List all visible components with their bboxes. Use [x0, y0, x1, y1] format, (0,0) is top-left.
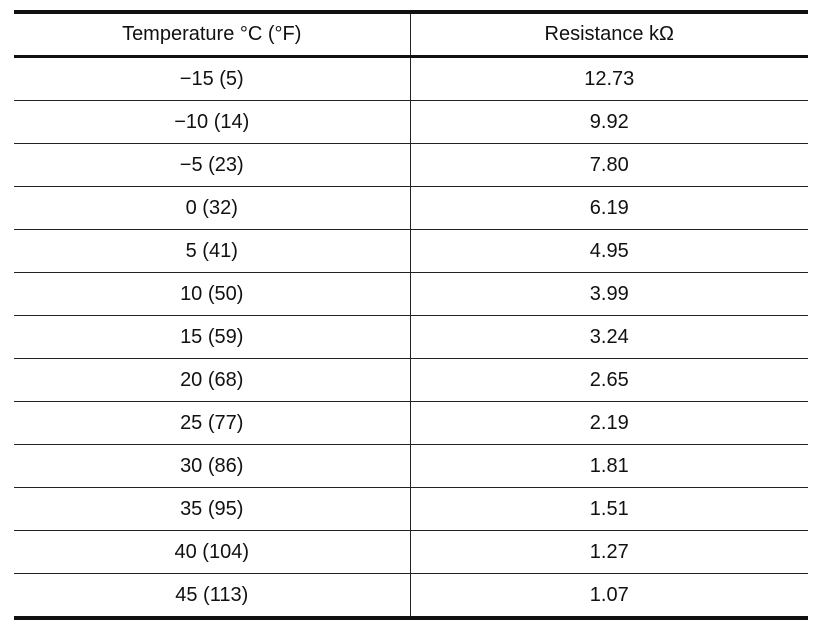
temperature-cell: −5 (23): [14, 143, 411, 187]
header-resistance: Resistance kΩ: [544, 23, 674, 45]
temperature-cell: 20 (68): [14, 358, 411, 402]
temperature-cell: −10 (14): [14, 100, 411, 144]
resistance-cell: 7.80: [589, 153, 629, 176]
temperature-cell: 10 (50): [14, 272, 411, 316]
resistance-cell: 6.19: [589, 196, 629, 219]
table-row: 25 (77) 2.19: [14, 401, 808, 445]
table-row: 40 (104) 1.27: [14, 530, 808, 574]
temperature-cell: 40 (104): [14, 530, 411, 574]
resistance-cell: 12.73: [584, 67, 635, 90]
resistance-cell: 4.95: [589, 239, 629, 262]
temperature-cell: 45 (113): [14, 573, 411, 618]
table-row: 35 (95) 1.51: [14, 487, 808, 531]
resistance-cell: 1.51: [589, 497, 629, 520]
table-row: 0 (32) 6.19: [14, 186, 808, 230]
table-body: −15 (5) 12.73 −10 (14) 9.92 −5 (23) 7.80…: [14, 56, 808, 618]
resistance-cell: 1.07: [589, 583, 629, 606]
header-row: Temperature °C (°F) Resistance kΩ: [14, 12, 808, 57]
resistance-cell: 2.19: [589, 411, 629, 434]
resistance-cell: 1.27: [589, 540, 629, 563]
table-header: Temperature °C (°F) Resistance kΩ: [14, 12, 808, 57]
temperature-cell: 5 (41): [14, 229, 411, 273]
resistance-cell: 3.24: [589, 325, 629, 348]
resistance-cell: 1.81: [589, 454, 629, 477]
temperature-resistance-table: Temperature °C (°F) Resistance kΩ −15 (5…: [14, 10, 808, 620]
table-row: 10 (50) 3.99: [14, 272, 808, 316]
temperature-cell: 30 (86): [14, 444, 411, 488]
table-row: −5 (23) 7.80: [14, 143, 808, 187]
temperature-cell: 0 (32): [14, 186, 411, 230]
header-temperature: Temperature °C (°F): [14, 12, 411, 57]
temperature-cell: 25 (77): [14, 401, 411, 445]
resistance-cell: 3.99: [589, 282, 629, 305]
temperature-resistance-table-container: Temperature °C (°F) Resistance kΩ −15 (5…: [14, 10, 808, 620]
resistance-cell: 9.92: [589, 110, 629, 133]
table-row: 15 (59) 3.24: [14, 315, 808, 359]
table-row: 30 (86) 1.81: [14, 444, 808, 488]
table-row: 5 (41) 4.95: [14, 229, 808, 273]
table-row: −15 (5) 12.73: [14, 56, 808, 101]
resistance-cell: 2.65: [589, 368, 629, 391]
temperature-cell: 35 (95): [14, 487, 411, 531]
table-row: 45 (113) 1.07: [14, 573, 808, 618]
table-row: −10 (14) 9.92: [14, 100, 808, 144]
temperature-cell: 15 (59): [14, 315, 411, 359]
table-row: 20 (68) 2.65: [14, 358, 808, 402]
temperature-cell: −15 (5): [14, 56, 411, 101]
